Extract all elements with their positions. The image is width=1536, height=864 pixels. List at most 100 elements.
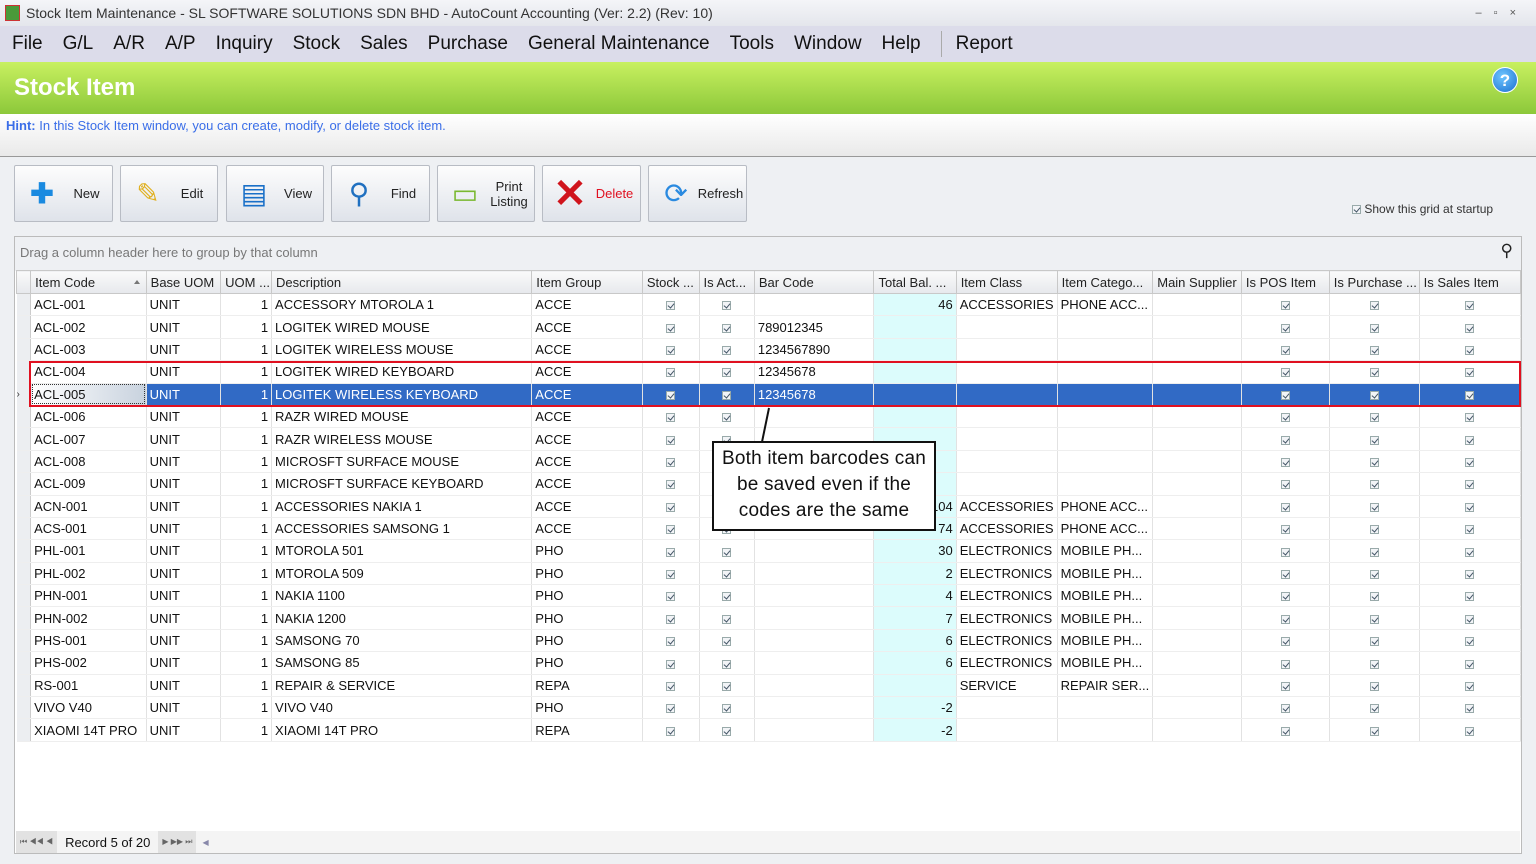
row-indicator[interactable] (16, 718, 32, 742)
checkbox-cell[interactable] (1419, 405, 1522, 429)
checkbox-cell[interactable] (1241, 606, 1330, 630)
checkbox-cell[interactable] (1419, 584, 1522, 608)
new-button[interactable]: ✚ New (14, 165, 113, 222)
checkbox-cell[interactable] (642, 495, 700, 518)
row-indicator[interactable] (16, 696, 32, 720)
checkbox-cell[interactable] (1419, 315, 1522, 339)
menu-inquiry[interactable]: Inquiry (215, 33, 273, 54)
checkbox-cell[interactable] (1419, 651, 1522, 675)
checkbox-cell[interactable] (1241, 338, 1330, 362)
row-indicator[interactable] (16, 539, 32, 563)
menu-purchase[interactable]: Purchase (427, 33, 508, 54)
checkbox-cell[interactable] (1329, 450, 1420, 474)
find-button[interactable]: ⚲ Find (331, 165, 430, 222)
table-row[interactable]: XIAOMI 14T PRO UNIT 1 XIAOMI 14T PRO REPA -2 (16, 718, 1522, 742)
column-header[interactable]: Item Catego... (1056, 270, 1154, 294)
checkbox-cell[interactable] (1329, 517, 1420, 541)
checkbox-cell[interactable] (1329, 651, 1420, 675)
table-row[interactable]: ACL-002 UNIT 1 LOGITEK WIRED MOUSE ACCE 78901… (16, 315, 1522, 339)
checkbox-cell[interactable] (1419, 472, 1522, 496)
checkbox-cell[interactable] (642, 472, 700, 496)
row-indicator[interactable] (16, 360, 32, 384)
table-row[interactable]: ACL-006 UNIT 1 RAZR WIRED MOUSE ACCE (16, 405, 1522, 429)
checkbox-cell[interactable] (1419, 696, 1522, 720)
menu-general-maintenance[interactable]: General Maintenance (527, 33, 710, 54)
checkbox-cell[interactable] (699, 315, 755, 339)
checkbox-cell[interactable] (699, 696, 755, 720)
checkbox-cell[interactable] (1419, 293, 1522, 317)
checkbox-cell[interactable] (642, 629, 700, 653)
menu-report[interactable]: Report (955, 33, 1013, 54)
checkbox-cell[interactable] (1241, 539, 1330, 563)
checkbox-cell[interactable] (699, 674, 755, 698)
table-row[interactable]: ACL-001 UNIT 1 ACCESSORY MTOROLA 1 ACCE 46 ACC… (16, 293, 1522, 317)
checkbox-cell[interactable] (642, 718, 700, 742)
column-header[interactable]: Main Supplier (1152, 270, 1242, 294)
column-header[interactable]: Stock ... (641, 270, 700, 294)
table-row[interactable]: › ACL-005 UNIT 1 LOGITEK WIRELESS KEYBOARD AC… (16, 383, 1522, 406)
checkbox-cell[interactable] (1241, 674, 1330, 698)
checkbox-cell[interactable] (1419, 674, 1522, 698)
checkbox-cell[interactable] (1329, 427, 1420, 451)
checkbox-cell[interactable] (1419, 495, 1522, 518)
menu-a-r[interactable]: A/R (113, 33, 145, 54)
delete-button[interactable]: ✕ Delete (542, 165, 641, 222)
row-indicator[interactable] (16, 584, 32, 608)
checkbox-cell[interactable] (642, 539, 700, 563)
column-header[interactable]: Is Act... (698, 270, 755, 294)
row-indicator[interactable] (16, 517, 32, 541)
row-indicator[interactable] (16, 315, 32, 339)
checkbox-cell[interactable] (1241, 360, 1330, 384)
search-icon[interactable]: ⚲ (1500, 241, 1513, 260)
checkbox-cell[interactable] (1241, 584, 1330, 608)
edit-button[interactable]: ✎ Edit (120, 165, 218, 222)
checkbox-cell[interactable] (699, 562, 755, 586)
column-header[interactable]: Is Purchase ... (1328, 270, 1420, 294)
row-indicator[interactable] (16, 562, 32, 586)
row-indicator[interactable] (16, 674, 32, 698)
column-header[interactable]: UOM ... (220, 270, 273, 294)
checkbox-cell[interactable] (1329, 718, 1420, 742)
checkbox-cell[interactable] (699, 718, 755, 742)
menu-a-p[interactable]: A/P (164, 33, 196, 54)
checkbox-cell[interactable] (1241, 495, 1330, 518)
checkbox-cell[interactable] (1419, 606, 1522, 630)
checkbox-cell[interactable] (642, 360, 700, 384)
checkbox-cell[interactable] (642, 427, 700, 451)
checkbox-cell[interactable] (1419, 517, 1522, 541)
checkbox-cell[interactable] (642, 450, 700, 474)
checkbox-cell[interactable] (642, 696, 700, 720)
next-record-button[interactable]: ▶ ▶▶ ⏭ (158, 831, 197, 853)
checkbox-cell[interactable] (1329, 338, 1420, 362)
checkbox-cell[interactable] (1241, 696, 1330, 720)
view-button[interactable]: ▤ View (226, 165, 324, 222)
checkbox-cell[interactable] (699, 629, 755, 653)
checkbox-cell[interactable] (1329, 562, 1420, 586)
table-row[interactable]: ACN-001 UNIT 1 ACCESSORIES NAKIA 1 ACCE 104 AC… (16, 495, 1522, 518)
row-indicator[interactable] (16, 495, 32, 518)
print-listing-button[interactable]: ▭ Print Listing (437, 165, 535, 222)
checkbox-cell[interactable] (699, 606, 755, 630)
row-indicator[interactable] (16, 427, 32, 451)
table-row[interactable]: PHS-002 UNIT 1 SAMSONG 85 PHO 6 ELECTRONICS MOB… (16, 651, 1522, 675)
checkbox-cell[interactable] (642, 606, 700, 630)
checkbox-cell[interactable] (642, 674, 700, 698)
table-row[interactable]: RS-001 UNIT 1 REPAIR & SERVICE REPA SERVICE RE… (16, 674, 1522, 698)
checkbox-cell[interactable] (1241, 315, 1330, 339)
checkbox-cell[interactable] (642, 584, 700, 608)
checkbox-cell[interactable] (1419, 539, 1522, 563)
row-indicator[interactable] (16, 651, 32, 675)
checkbox-cell[interactable] (699, 651, 755, 675)
help-icon[interactable]: ? (1492, 67, 1518, 93)
menu-file[interactable]: File (12, 33, 43, 54)
table-row[interactable]: PHL-001 UNIT 1 MTOROLA 501 PHO 30 ELECTRONICS M… (16, 539, 1522, 563)
row-indicator[interactable] (16, 293, 32, 317)
checkbox-cell[interactable] (699, 338, 755, 362)
checkbox-cell[interactable] (1419, 562, 1522, 586)
column-header[interactable]: Description (271, 270, 533, 294)
checkbox-cell[interactable] (699, 360, 755, 384)
checkbox-cell[interactable] (642, 651, 700, 675)
checkbox-cell[interactable] (642, 293, 700, 317)
column-header[interactable]: Is Sales Item (1418, 270, 1522, 294)
checkbox-cell[interactable] (1329, 315, 1420, 339)
